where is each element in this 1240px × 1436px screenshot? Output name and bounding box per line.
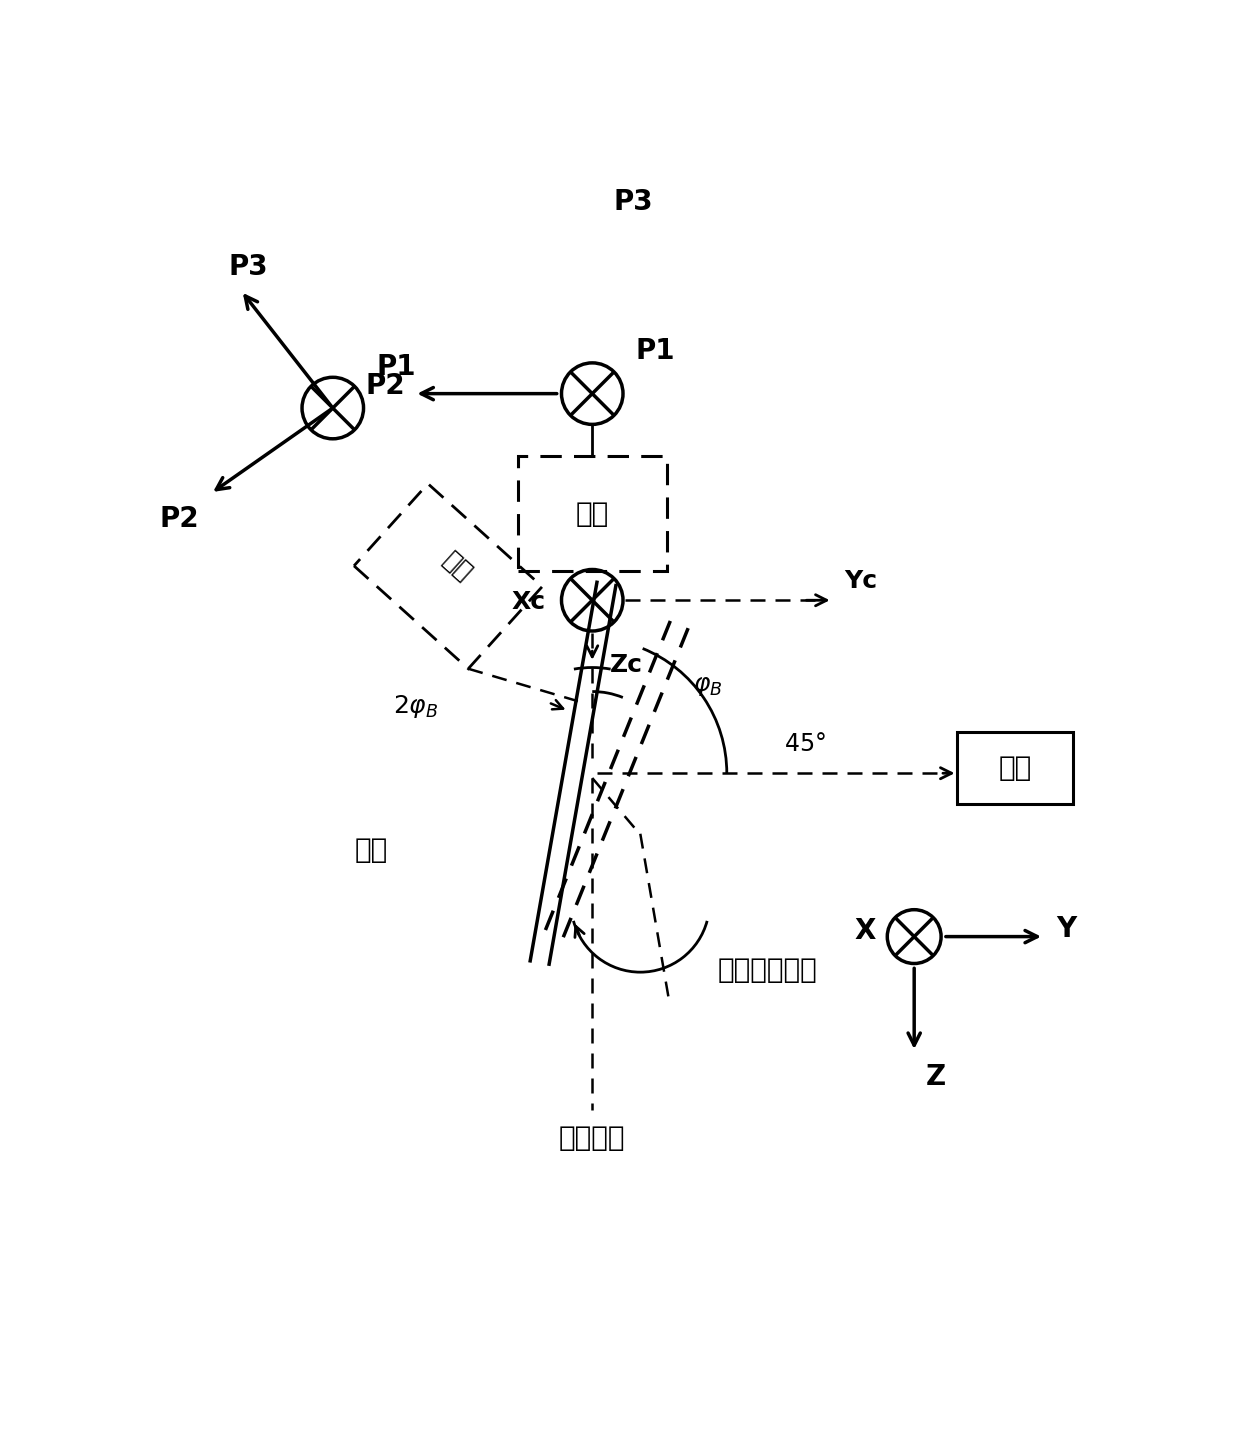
Text: 相机: 相机 xyxy=(575,500,609,528)
Text: X: X xyxy=(854,916,875,945)
Text: P2: P2 xyxy=(366,372,404,401)
Text: 相机: 相机 xyxy=(998,754,1032,783)
Text: $2\varphi_B$: $2\varphi_B$ xyxy=(393,694,439,721)
Text: P3: P3 xyxy=(229,253,269,281)
Bar xyxy=(518,457,667,572)
Text: $45°$: $45°$ xyxy=(785,732,826,757)
Text: Y: Y xyxy=(1056,915,1076,943)
Text: Zc: Zc xyxy=(610,653,642,678)
Text: P3: P3 xyxy=(614,188,653,215)
Text: $\varphi_B$: $\varphi_B$ xyxy=(693,675,723,698)
Text: 相机: 相机 xyxy=(439,547,477,586)
Text: Z: Z xyxy=(926,1064,946,1091)
Text: P2: P2 xyxy=(160,505,200,533)
Text: Yc: Yc xyxy=(844,569,877,593)
Text: P1: P1 xyxy=(376,353,415,381)
Text: P1: P1 xyxy=(635,337,675,365)
Bar xyxy=(957,732,1073,804)
Text: 偏流角修正轴: 偏流角修正轴 xyxy=(717,956,817,984)
Text: Xc: Xc xyxy=(512,590,546,615)
Text: 地心方向: 地心方向 xyxy=(559,1124,625,1152)
Text: 摆镜: 摆镜 xyxy=(355,836,388,864)
